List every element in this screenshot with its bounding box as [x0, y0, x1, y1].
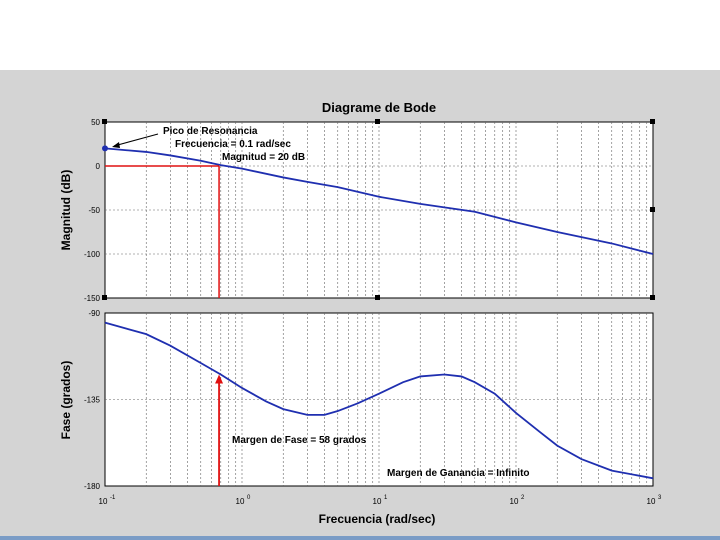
magnitude-y-tick-label: 0	[96, 162, 101, 171]
x-tick-exponent: 0	[247, 495, 251, 501]
gain-margin-label: Margen de Ganancia = Infinito	[387, 468, 530, 479]
x-axis-label: Frecuencia (rad/sec)	[319, 512, 436, 526]
phase-x-ticks: 10 -1 10 0 10 1 10 2 10 3	[99, 495, 662, 506]
magnitude-y-label: Magnitud (dB)	[59, 170, 73, 251]
magnitude-series-line	[104, 147, 654, 255]
chart-title: Diagrame de Bode	[322, 100, 436, 115]
axes-handle[interactable]	[102, 119, 107, 124]
bode-figure: 50 0 -50 -100 -150 Diagrame de Bode Magnitud…	[0, 70, 720, 536]
annotation-peak-label: Pico de Resonancia	[163, 126, 258, 137]
annotation-frequency-label: Frecuencia = 0.1 rad/sec	[175, 139, 291, 150]
axes-handle[interactable]	[650, 295, 655, 300]
magnitude-plot: 50 0 -50 -100 -150 Diagrame de Bode Magnitud…	[59, 100, 655, 303]
phase-margin-arrowhead	[215, 374, 224, 384]
x-tick-label: 10	[647, 497, 656, 506]
x-tick-label: 10	[99, 497, 108, 506]
magnitude-y-tick-label: -150	[84, 294, 101, 303]
x-tick-exponent: -1	[110, 495, 116, 501]
slide-bottom-rule	[0, 536, 720, 540]
phase-y-tick-label: -135	[84, 396, 101, 405]
phase-plot: -90-135-180 10 -1 10 0 10 1 10 2 10 3 Fase (grado…	[59, 309, 662, 526]
annotation-arrowhead	[112, 142, 120, 148]
magnitude-y-tick-label: -50	[88, 206, 100, 215]
phase-y-tick-label: -90	[88, 309, 100, 318]
bode-plot-svg: 50 0 -50 -100 -150 Diagrame de Bode Magnitud…	[59, 100, 662, 526]
magnitude-grid	[105, 122, 653, 298]
phase-y-label: Fase (grados)	[59, 361, 73, 440]
axes-handle[interactable]	[650, 119, 655, 124]
axes-handle[interactable]	[102, 295, 107, 300]
resonance-peak-point	[102, 145, 108, 152]
magnitude-y-tick-label: 50	[91, 118, 100, 127]
phase-series-line	[104, 321, 654, 480]
axes-handle[interactable]	[650, 207, 655, 212]
x-tick-exponent: 3	[658, 495, 662, 501]
phase-margin-label: Margen de Fase = 58 grados	[232, 435, 367, 446]
x-tick-label: 10	[236, 497, 245, 506]
magnitude-y-tick-label: -100	[84, 250, 101, 259]
phase-grid	[105, 313, 653, 486]
x-tick-exponent: 1	[384, 495, 388, 501]
phase-y-ticks: -90 -135 -180	[84, 309, 101, 491]
phase-y-tick-label: -180	[84, 482, 101, 491]
annotation-arrow	[113, 133, 159, 147]
axes-handle[interactable]	[375, 119, 380, 124]
magnitude-y-ticks: 50 0 -50 -100 -150	[84, 118, 101, 303]
x-tick-label: 10	[510, 497, 519, 506]
x-tick-label: 10	[373, 497, 382, 506]
axes-handle[interactable]	[375, 295, 380, 300]
annotation-magnitude-label: Magnitud = 20 dB	[222, 152, 305, 163]
x-tick-exponent: 2	[521, 495, 525, 501]
